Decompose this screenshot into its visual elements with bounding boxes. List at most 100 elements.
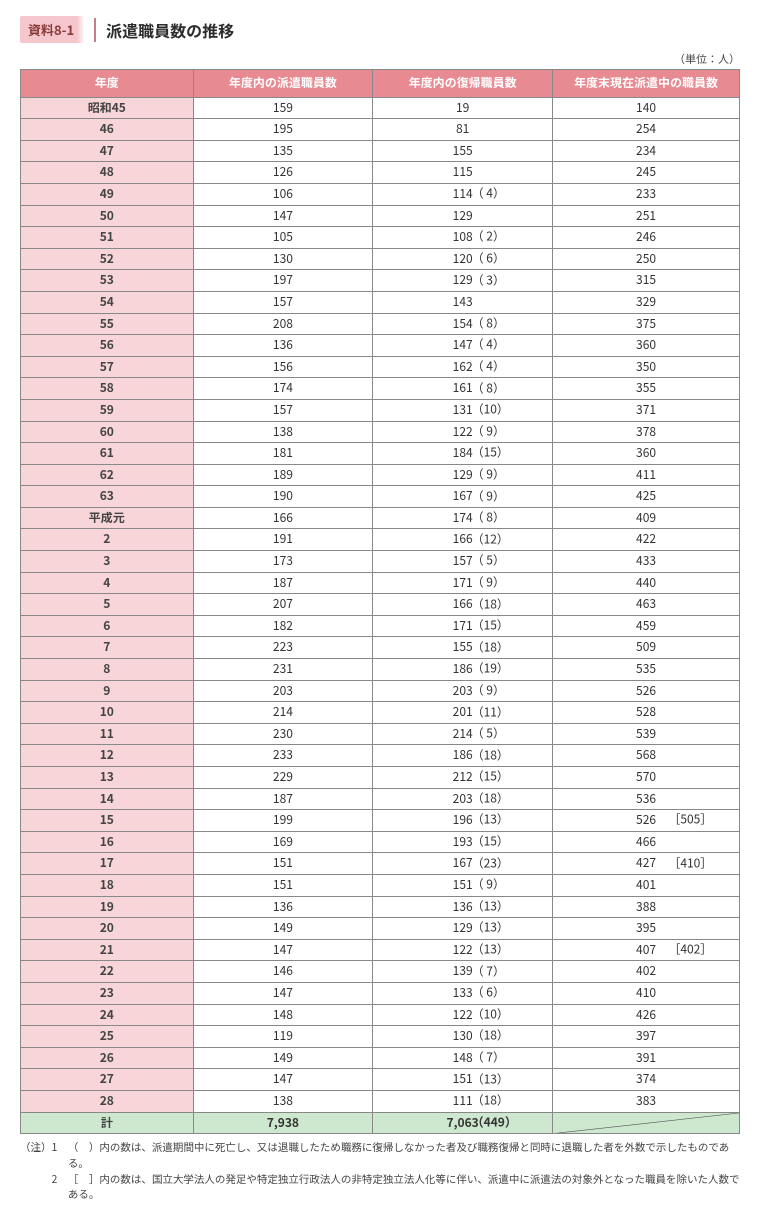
cell-year: 15 <box>21 810 194 832</box>
cell-dispatch: 148 <box>193 1004 373 1026</box>
cell-year: 昭和45 <box>21 97 194 119</box>
cell-return: 171（15） <box>373 615 553 637</box>
cell-return: 193（15） <box>373 831 553 853</box>
table-row: 55208154（ 8）375 <box>21 313 740 335</box>
cell-dispatch: 151 <box>193 874 373 896</box>
cell-return: 166（12） <box>373 529 553 551</box>
heading-row: 資料8-1 派遣職員数の推移 <box>20 16 740 43</box>
table-row: 48126115245 <box>21 162 740 184</box>
cell-return: 129（ 3） <box>373 270 553 292</box>
table-row: 20149129（13）395 <box>21 918 740 940</box>
cell-return: 201（11） <box>373 702 553 724</box>
cell-total-label: 計 <box>21 1112 194 1134</box>
cell-current: 526 <box>553 680 740 702</box>
cell-current: 140 <box>553 97 740 119</box>
unit-label: （単位：人） <box>20 51 740 67</box>
cell-year: 49 <box>21 183 194 205</box>
cell-return: 186（19） <box>373 659 553 681</box>
cell-year: 53 <box>21 270 194 292</box>
cell-current: 388 <box>553 896 740 918</box>
cell-current: 422 <box>553 529 740 551</box>
table-row: 14187203（18）536 <box>21 788 740 810</box>
table-row: 62189129（ 9）411 <box>21 464 740 486</box>
cell-dispatch: 147 <box>193 205 373 227</box>
table-row: 平成元166174（ 8）409 <box>21 507 740 529</box>
cell-return: 151（ 9） <box>373 874 553 896</box>
table-row: 7223155（18）509 <box>21 637 740 659</box>
data-table: 年度 年度内の派遣職員数 年度内の復帰職員数 年度末現在派遣中の職員数 昭和45… <box>20 69 740 1134</box>
cell-current: 535 <box>553 659 740 681</box>
cell-dispatch: 190 <box>193 486 373 508</box>
cell-dispatch: 151 <box>193 853 373 875</box>
cell-current: 568 <box>553 745 740 767</box>
cell-return: 186（18） <box>373 745 553 767</box>
cell-current: 539 <box>553 723 740 745</box>
cell-year: 57 <box>21 356 194 378</box>
cell-dispatch: 208 <box>193 313 373 335</box>
cell-current: 315 <box>553 270 740 292</box>
header-row: 年度 年度内の派遣職員数 年度内の復帰職員数 年度末現在派遣中の職員数 <box>21 70 740 98</box>
cell-dispatch: 197 <box>193 270 373 292</box>
cell-year: 4 <box>21 572 194 594</box>
table-row: 9203203（ 9）526 <box>21 680 740 702</box>
table-row: 61181184（15）360 <box>21 443 740 465</box>
cell-year: 56 <box>21 335 194 357</box>
cell-return: 129（13） <box>373 918 553 940</box>
cell-return: 161（ 8） <box>373 378 553 400</box>
cell-year: 17 <box>21 853 194 875</box>
cell-year: 21 <box>21 939 194 961</box>
col-return: 年度内の復帰職員数 <box>373 70 553 98</box>
cell-current: 245 <box>553 162 740 184</box>
cell-current: 360 <box>553 335 740 357</box>
cell-current: 409 <box>553 507 740 529</box>
cell-year: 5 <box>21 594 194 616</box>
cell-dispatch: 187 <box>193 788 373 810</box>
cell-dispatch: 233 <box>193 745 373 767</box>
cell-current: 250 <box>553 248 740 270</box>
cell-year: 62 <box>21 464 194 486</box>
cell-year: 54 <box>21 291 194 313</box>
cell-dispatch: 147 <box>193 939 373 961</box>
cell-dispatch: 130 <box>193 248 373 270</box>
cell-year: 55 <box>21 313 194 335</box>
cell-dispatch: 156 <box>193 356 373 378</box>
table-row: 昭和4515919140 <box>21 97 740 119</box>
cell-dispatch: 174 <box>193 378 373 400</box>
cell-dispatch: 230 <box>193 723 373 745</box>
cell-current: 463 <box>553 594 740 616</box>
cell-dispatch: 199 <box>193 810 373 832</box>
table-row: 10214201（11）528 <box>21 702 740 724</box>
cell-current: 570 <box>553 767 740 789</box>
cell-dispatch: 135 <box>193 140 373 162</box>
cell-year: 27 <box>21 1069 194 1091</box>
cell-current: 329 <box>553 291 740 313</box>
cell-year: 61 <box>21 443 194 465</box>
cell-dispatch: 181 <box>193 443 373 465</box>
cell-year: 16 <box>21 831 194 853</box>
cell-return: 157（ 5） <box>373 551 553 573</box>
cell-total-diag <box>553 1112 740 1134</box>
cell-return: 139（ 7） <box>373 961 553 983</box>
cell-current: 466 <box>553 831 740 853</box>
cell-year: 46 <box>21 119 194 141</box>
cell-dispatch: 169 <box>193 831 373 853</box>
cell-dispatch: 147 <box>193 982 373 1004</box>
cell-current: 411 <box>553 464 740 486</box>
cell-return: 167（23） <box>373 853 553 875</box>
table-row: 23147133（ 6）410 <box>21 982 740 1004</box>
cell-dispatch: 157 <box>193 399 373 421</box>
cell-year: 25 <box>21 1026 194 1048</box>
cell-current: 397 <box>553 1026 740 1048</box>
cell-return: 155（18） <box>373 637 553 659</box>
table-row: 21147122（13）407［402］ <box>21 939 740 961</box>
cell-return: 162（ 4） <box>373 356 553 378</box>
cell-dispatch: 191 <box>193 529 373 551</box>
table-row: 28138111（18）383 <box>21 1090 740 1112</box>
cell-return: 120（ 6） <box>373 248 553 270</box>
table-row: 51105108（ 2）246 <box>21 227 740 249</box>
cell-current: 407［402］ <box>553 939 740 961</box>
cell-dispatch: 146 <box>193 961 373 983</box>
cell-total-a: 7,938 <box>193 1112 373 1134</box>
cell-return: 122（10） <box>373 1004 553 1026</box>
cell-return: 122（13） <box>373 939 553 961</box>
